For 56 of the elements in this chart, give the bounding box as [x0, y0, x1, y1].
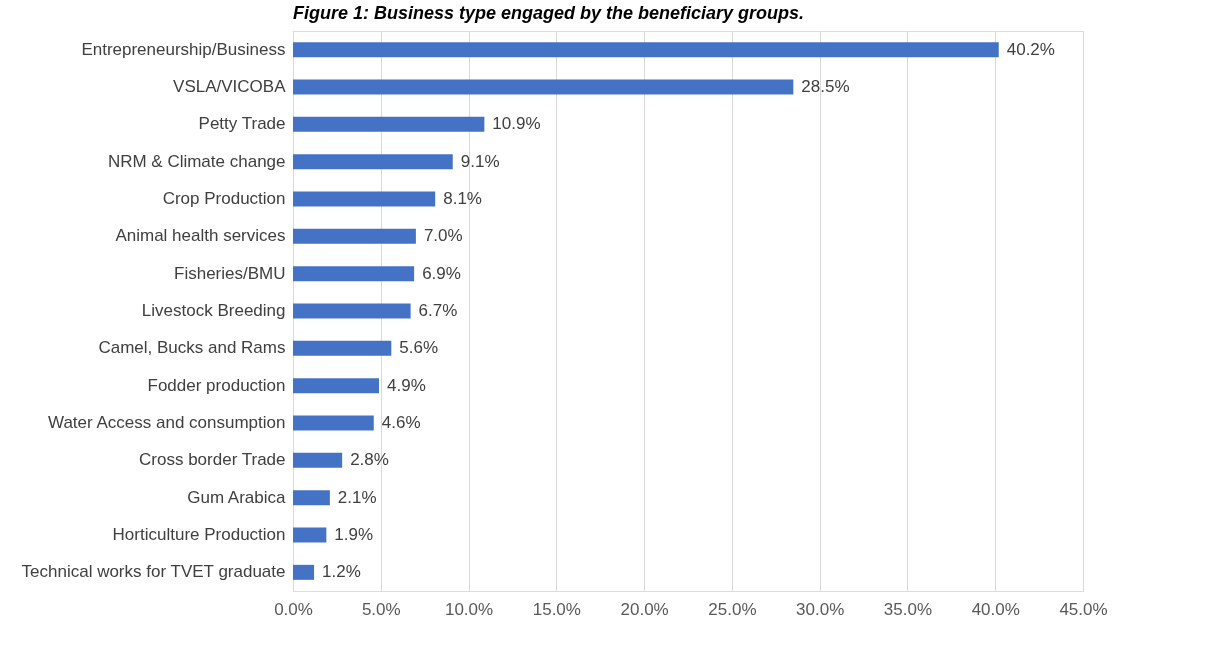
y-tick-label: Gum Arabica — [187, 487, 287, 507]
data-label: 2.8% — [350, 450, 389, 470]
x-tick-label: 20.0% — [620, 599, 669, 619]
bar — [293, 415, 374, 431]
data-label: 7.0% — [423, 226, 463, 246]
data-label: 5.6% — [399, 338, 439, 358]
data-label: 28.5% — [801, 77, 850, 96]
bar — [293, 564, 315, 580]
bar — [293, 42, 999, 58]
data-label: 2.1% — [337, 487, 377, 507]
chart-title: Figure 1: Business type engaged by the beneficiary groups. — [293, 3, 805, 23]
data-label: 1.9% — [334, 525, 374, 544]
data-label: 1.2% — [322, 562, 361, 582]
y-tick-label: Entrepreneurship/Business — [81, 39, 286, 59]
bar — [293, 228, 416, 244]
y-tick-label: Animal health services — [115, 226, 286, 246]
y-tick-label: Fisheries/BMU — [174, 263, 286, 283]
data-label: 4.9% — [387, 375, 426, 395]
y-tick-label: Livestock Breeding — [141, 301, 286, 320]
y-tick-label: VSLA/VICOBA — [173, 77, 287, 96]
bar — [293, 154, 453, 170]
y-tick-label: Technical works for TVET graduate — [21, 562, 286, 582]
bar — [293, 266, 415, 282]
data-label: 8.1% — [443, 189, 482, 208]
x-tick-label: 5.0% — [361, 599, 401, 619]
bar — [293, 303, 411, 319]
x-tick-label: 45.0% — [1059, 599, 1108, 619]
y-tick-label: Petty Trade — [198, 114, 286, 134]
bar — [293, 79, 794, 95]
y-tick-label: Camel, Bucks and Rams — [98, 338, 286, 358]
bar — [293, 378, 380, 394]
x-tick-label: 25.0% — [708, 599, 757, 619]
y-tick-label: Cross border Trade — [139, 450, 286, 470]
x-tick-label: 35.0% — [883, 599, 933, 619]
data-label: 9.1% — [460, 151, 500, 171]
bar — [293, 490, 330, 506]
x-tick-label: 30.0% — [796, 599, 845, 619]
y-tick-label: NRM & Climate change — [107, 151, 286, 171]
bar — [293, 527, 327, 543]
bar — [293, 452, 343, 468]
y-tick-label: Crop Production — [162, 189, 286, 208]
data-label: 6.7% — [418, 301, 458, 320]
x-tick-label: 10.0% — [444, 599, 494, 619]
y-tick-label: Fodder production — [147, 375, 286, 395]
bar — [293, 116, 485, 132]
bar — [293, 340, 392, 356]
x-tick-label: 15.0% — [532, 599, 581, 619]
x-tick-label: 0.0% — [274, 599, 313, 619]
data-label: 10.9% — [492, 114, 541, 134]
x-tick-label: 40.0% — [971, 599, 1020, 619]
data-label: 40.2% — [1006, 39, 1055, 59]
data-label: 4.6% — [381, 413, 421, 432]
y-tick-label: Water Access and consumption — [48, 413, 286, 432]
data-label: 6.9% — [422, 263, 461, 283]
y-tick-label: Horticulture Production — [112, 525, 286, 544]
bar — [293, 191, 436, 207]
